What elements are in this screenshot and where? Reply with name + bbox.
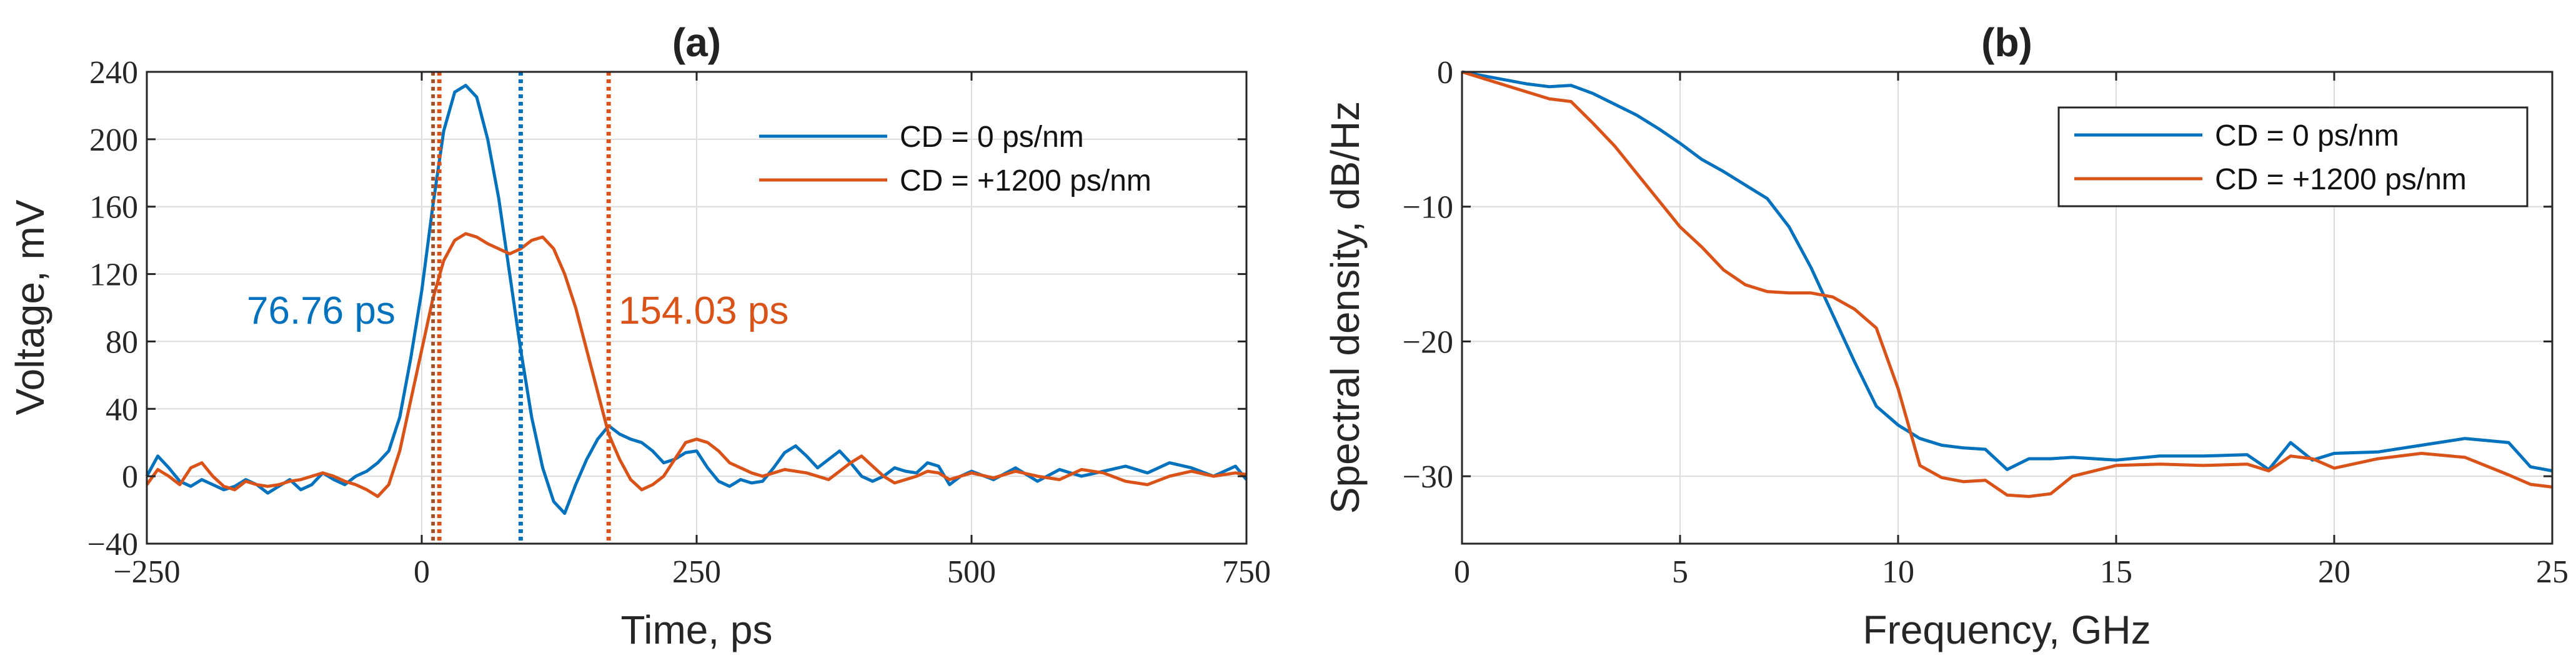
panel-a-xtick-label: 250 [672, 554, 721, 590]
panel-a-ytick-label: 0 [122, 459, 138, 495]
annotation-76-76-ps: 76.76 ps [247, 289, 395, 332]
panel-a-xtick-label: 750 [1222, 554, 1271, 590]
panel-a-ytick-label: 200 [89, 122, 138, 158]
panel-b-legend: CD = 0 ps/nm CD = +1200 ps/nm [2057, 106, 2529, 207]
panel-a-series-cd-1200-ps-nm [145, 232, 1247, 498]
panel-b-xtick-label: 0 [1454, 554, 1470, 590]
panel-b-x-label: Frequency, GHz [1862, 607, 2151, 652]
legend-b-box [2057, 106, 2529, 207]
legend-a-label-orange: CD = +1200 ps/nm [900, 164, 1151, 197]
panel-a-ytick-label: 240 [89, 55, 138, 91]
panel-a-xtick-label: −250 [113, 554, 180, 590]
panel-b-y-label: Spectral density, dB/Hz [1323, 101, 1368, 514]
panel-b-series-cd-1200-ps-nm [1461, 70, 2553, 498]
panel-b-xtick-label: 5 [1672, 554, 1688, 590]
panel-b-ytick-label: −20 [1403, 324, 1453, 360]
panel-a-ytick-label: 160 [89, 190, 138, 226]
legend-a-label-blue: CD = 0 ps/nm [900, 121, 1084, 154]
panel-b-series [1461, 70, 2553, 498]
panel-b-ytick-label: 0 [1437, 55, 1453, 91]
panel-b-xtick-label: 10 [1882, 554, 1914, 590]
panel-a-legend: CD = 0 ps/nm CD = +1200 ps/nm [759, 121, 1151, 197]
legend-b-label-blue: CD = 0 ps/nm [2215, 119, 2399, 152]
panel-a-ytick-label: 120 [89, 257, 138, 293]
panel-a-y-ticks: −40 0 40 80 120 160 200 240 [87, 55, 1246, 562]
panel-b-x-ticks: 0 5 10 15 20 25 [1454, 72, 2569, 590]
legend-b-label-orange: CD = +1200 ps/nm [2215, 163, 2467, 196]
panel-a-x-ticks: −250 0 250 500 750 [113, 72, 1271, 590]
panel-b-xtick-label: 25 [2536, 554, 2569, 590]
annotation-154-03-ps: 154.03 ps [619, 289, 788, 332]
panel-a-title: (a) [672, 20, 721, 65]
panel-a-series-cd-0-ps-nm [145, 84, 1248, 515]
panel-b-xtick-label: 15 [2100, 554, 2132, 590]
panel-a-ytick-label: −40 [87, 527, 138, 562]
panel-a-y-label: Voltage, mV [7, 199, 52, 415]
panel-b-ytick-label: −30 [1403, 459, 1453, 495]
panel-a-vlines [431, 72, 611, 544]
panel-a-xtick-label: 500 [947, 554, 996, 590]
panel-a-series [145, 84, 1248, 515]
panel-a-x-label: Time, ps [621, 607, 773, 652]
panel-b-frame [1461, 71, 2554, 545]
panel-b-title: (b) [1981, 20, 2032, 65]
panel-a-ytick-label: 80 [106, 324, 138, 360]
panel-b-y-ticks: 0 −10 −20 −30 [1403, 55, 2552, 495]
panel-a-xtick-label: 0 [414, 554, 430, 590]
panel-b: 0 5 10 15 20 25 0 −10 −20 −30 (b) Frequency, GHz… [1323, 20, 2569, 652]
panel-b-xtick-label: 20 [2318, 554, 2350, 590]
panel-b-ytick-label: −10 [1403, 190, 1453, 226]
panel-a-ytick-label: 40 [106, 392, 138, 427]
